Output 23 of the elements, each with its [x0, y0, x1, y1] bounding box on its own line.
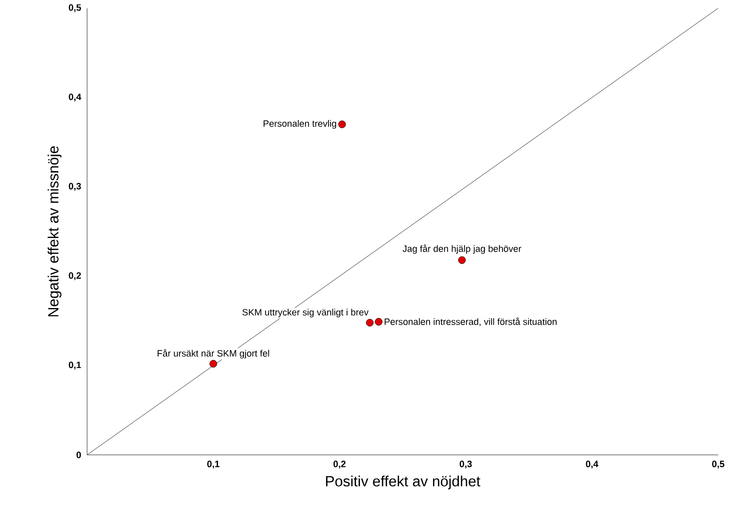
point [338, 120, 346, 128]
x-tick-label: 0,3 [460, 460, 472, 468]
y-tick-label: 0,2 [68, 272, 81, 280]
y-tick-label: 0,5 [68, 4, 82, 12]
annotation: SKM uttrycker sig vänligt i brev [242, 308, 369, 318]
y-tick-label: 0,3 [68, 182, 81, 191]
y-tick-label: 0 [76, 451, 81, 458]
y-axis-title: Negativ effekt av missnöje [48, 146, 62, 316]
point [366, 318, 374, 326]
x-tick-label: 0,2 [333, 460, 346, 468]
y-tick-label: 0,1 [68, 361, 82, 370]
annotation: Personalen intresserad, vill förstå situation [384, 317, 557, 326]
point [374, 318, 382, 326]
point [210, 360, 218, 368]
point [458, 256, 466, 264]
annotation: Personalen trevlig [264, 120, 336, 128]
x-tick-label: 0,1 [207, 460, 220, 468]
annotation: Får ursäkt när SKM gjort fel [158, 348, 270, 358]
x-axis-title: Positiv effekt av nöjdhet [326, 475, 480, 490]
x-tick-label: 0,5 [712, 460, 724, 468]
y-tick-label: 0,4 [68, 93, 82, 102]
annotation: Jag får den hjälp jag behöver [402, 244, 522, 254]
x-tick-label: 0,4 [586, 460, 598, 468]
